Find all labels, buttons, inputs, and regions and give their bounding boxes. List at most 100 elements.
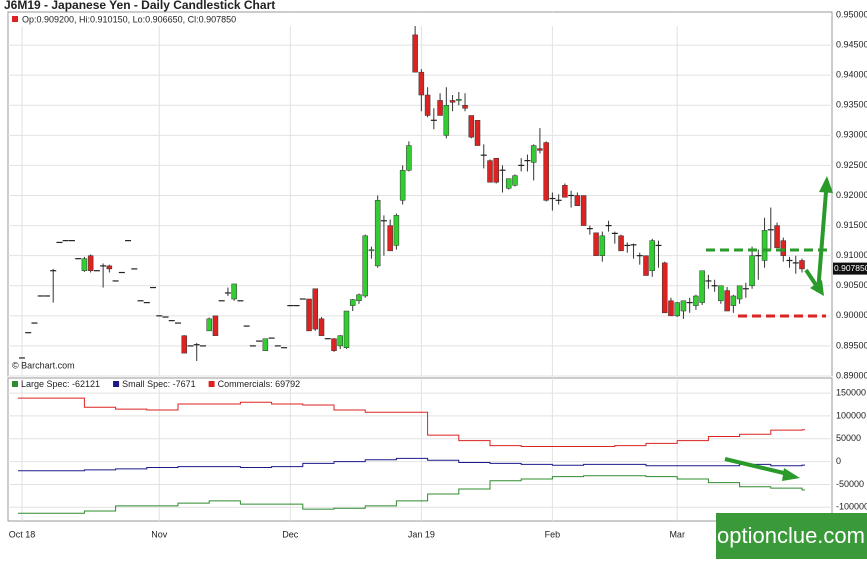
candle-body <box>456 98 462 101</box>
y-tick-label: 100000 <box>836 410 866 420</box>
candle-body <box>530 145 537 163</box>
arrow-head <box>782 468 800 481</box>
candle-body <box>661 262 668 314</box>
candle-body <box>505 178 512 189</box>
x-tick-label: Dec <box>282 529 299 539</box>
candle-body <box>87 255 94 271</box>
candle-body <box>493 157 499 183</box>
candle-body <box>206 318 212 332</box>
candle-body <box>312 288 319 330</box>
y-tick-label: 0 <box>836 456 841 466</box>
legend-swatch <box>113 381 120 387</box>
chart-title: J6M19 - Japanese Yen - Daily Candlestick… <box>4 0 275 12</box>
candle-body <box>668 300 674 317</box>
annotations <box>706 176 833 481</box>
candle-body <box>406 145 412 171</box>
x-tick-label: Feb <box>545 529 561 539</box>
x-tick-label: Oct 18 <box>9 529 36 539</box>
candle-body <box>374 200 381 267</box>
candle-body <box>718 285 724 302</box>
candle-body <box>680 300 687 312</box>
candle-body <box>537 148 543 151</box>
candle-body <box>774 225 780 249</box>
x-tick-label: Mar <box>669 529 685 539</box>
candle-body <box>349 299 356 306</box>
y-tick-label: -100000 <box>836 502 867 512</box>
candle-body <box>780 240 787 256</box>
candle-body <box>699 270 705 303</box>
candle-body <box>574 195 581 206</box>
series-line <box>18 397 805 448</box>
logo: optionclue.com <box>717 523 865 548</box>
candle-body <box>749 255 755 287</box>
candle-body <box>437 100 443 116</box>
legend-strip <box>9 13 831 26</box>
cot-panel <box>7 377 833 522</box>
candle-body <box>331 338 337 351</box>
candle-body <box>730 295 737 306</box>
y-tick-label: 150000 <box>836 387 866 397</box>
candle-body <box>337 335 343 347</box>
y-tick-label: 0.890000 <box>836 370 867 380</box>
x-tick-label: Jan 19 <box>408 529 435 539</box>
candle-body <box>462 105 468 109</box>
candle-body <box>356 294 362 302</box>
series-line <box>18 457 805 472</box>
candle-body <box>599 235 606 256</box>
candle-body <box>799 260 805 270</box>
last-price-label: 0.907850 <box>834 263 867 273</box>
candle-body <box>643 255 649 276</box>
candle-body <box>468 115 475 138</box>
candle-body <box>724 290 730 312</box>
ohlc-legend: Op:0.909200, Hi:0.910150, Lo:0.906650, C… <box>22 14 236 24</box>
candle-body <box>318 318 325 336</box>
candle-body <box>443 105 450 136</box>
candle-body <box>387 225 393 252</box>
marks <box>18 15 805 514</box>
candle-body <box>262 338 269 351</box>
y-tick-label: 50000 <box>836 433 861 443</box>
candle-body <box>674 302 680 317</box>
legend-label: Commercials: 69792 <box>218 379 301 389</box>
candle-body <box>393 215 400 246</box>
candle-body <box>368 249 375 252</box>
legend-label: Small Spec: -7671 <box>122 379 196 389</box>
candle-body <box>562 185 568 198</box>
arrow-cot <box>724 457 789 476</box>
series-line <box>18 475 805 514</box>
candle-body <box>412 34 418 73</box>
candle-body <box>618 235 624 252</box>
candle-body <box>231 283 237 300</box>
arrow-head <box>819 176 833 193</box>
y-tick-label: -50000 <box>836 479 864 489</box>
candle-body <box>580 195 587 226</box>
candle-body <box>181 335 187 354</box>
candle-body <box>418 71 425 96</box>
candle-body <box>399 169 406 201</box>
legend-label: Large Spec: -62121 <box>21 379 100 389</box>
candle-body <box>212 315 219 336</box>
candle-body <box>306 298 312 332</box>
x-tick-label: Nov <box>151 529 168 539</box>
candle-body <box>693 295 699 306</box>
arrow-up <box>816 191 828 293</box>
candle-body <box>487 160 493 183</box>
candle-body <box>649 240 655 271</box>
candle-body <box>343 310 350 348</box>
legend-swatch <box>208 381 215 387</box>
candle-body <box>81 258 88 271</box>
